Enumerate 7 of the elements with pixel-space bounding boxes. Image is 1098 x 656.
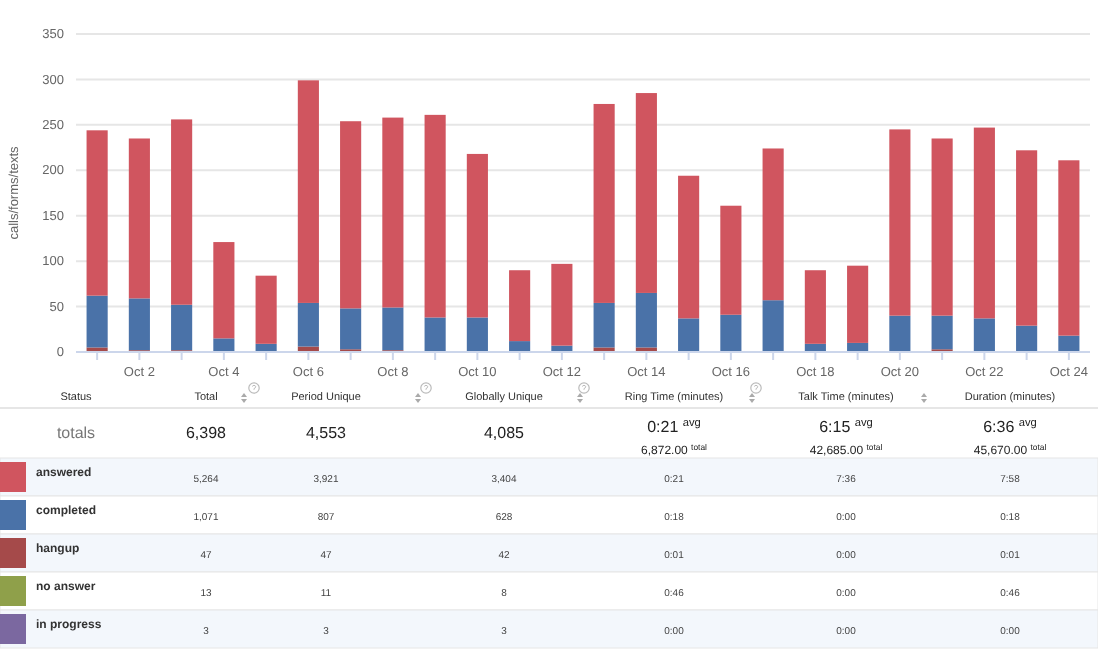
text: 6:15 $^{avg}$ [819,418,873,436]
text: 0:21 $^{avg}$ [647,418,701,436]
text: 6:36 $^{avg}$ [983,418,1037,436]
text: totals [56,424,96,442]
text: 6,398 [185,424,228,442]
text: 4,085 [483,424,526,442]
text: 4,553 [305,424,348,442]
